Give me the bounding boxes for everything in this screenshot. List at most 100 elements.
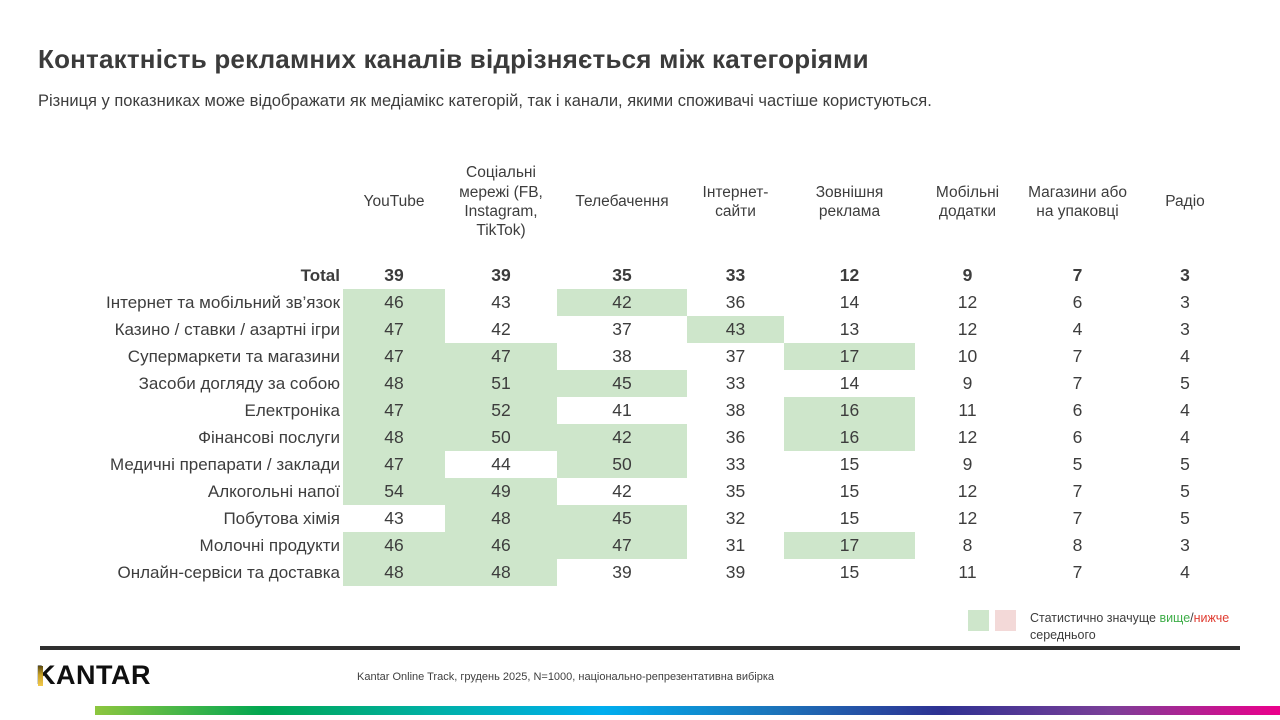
kantar-logo-text: KANTAR xyxy=(36,660,151,690)
value-cell: 50 xyxy=(445,424,557,451)
value-cell: 7 xyxy=(1072,373,1083,393)
legend-higher: вище xyxy=(1159,611,1191,625)
legend-prefix: Статистично значуще xyxy=(1030,611,1160,625)
row-label: Казино / ставки / азартні ігри xyxy=(114,320,340,339)
row-label: Онлайн-сервіси та доставка xyxy=(117,563,340,582)
value-cell: 5 xyxy=(1180,373,1190,393)
column-header: Телебачення xyxy=(575,193,669,211)
value-cell: 33 xyxy=(725,454,746,474)
table-row: Супермаркети та магазини 47 47 38 37 17 10 7 4 xyxy=(40,343,1235,370)
value-cell: 39 xyxy=(725,562,746,582)
value-cell: 7 xyxy=(1072,562,1083,582)
table-row: Інтернет та мобільний зв’язок 46 43 42 36 14 1… xyxy=(40,289,1235,316)
value-cell: 15 xyxy=(839,562,860,582)
value-cell: 15 xyxy=(839,481,860,501)
value-cell: 35 xyxy=(612,265,632,285)
value-cell: 38 xyxy=(612,346,632,366)
value-cell: 32 xyxy=(725,508,746,528)
value-cell: 4 xyxy=(1180,562,1190,582)
header-spacer xyxy=(40,152,343,252)
table-row: Медичні препарати / заклади 47 44 50 33 15 9 5 5 xyxy=(40,451,1235,478)
value-cell: 11 xyxy=(958,562,977,582)
row-label: Молочні продукти xyxy=(199,536,340,555)
value-cell: 48 xyxy=(343,424,445,451)
table-row: Казино / ставки / азартні ігри 47 42 37 43 13… xyxy=(40,316,1235,343)
value-cell: 7 xyxy=(1072,508,1083,528)
table-row: Молочні продукти 46 46 47 31 17 8 8 3 xyxy=(40,532,1235,559)
kantar-logo: KANTAR xyxy=(36,661,151,689)
row-label: Фінансові послуги xyxy=(198,428,340,447)
page-title: Контактність рекламних каналів відрізняє… xyxy=(38,44,869,74)
value-cell: 4 xyxy=(1180,346,1190,366)
value-cell: 47 xyxy=(343,397,445,424)
value-cell: 46 xyxy=(343,289,445,316)
value-cell: 12 xyxy=(957,319,978,339)
column-header: Мобільні додатки xyxy=(935,183,1000,220)
value-cell: 47 xyxy=(343,451,445,478)
value-cell: 48 xyxy=(445,559,557,586)
value-cell: 10 xyxy=(957,346,978,366)
row-label: Засоби догляду за собою xyxy=(138,374,340,393)
value-cell: 5 xyxy=(1180,481,1190,501)
value-cell: 42 xyxy=(557,424,687,451)
value-cell: 42 xyxy=(557,289,687,316)
table-row: Total 39 39 35 33 12 9 7 3 xyxy=(40,262,1235,289)
value-cell: 8 xyxy=(962,535,973,555)
value-cell: 7 xyxy=(1072,265,1083,285)
row-label: Електроніка xyxy=(244,401,340,420)
value-cell: 43 xyxy=(384,508,404,528)
value-cell: 42 xyxy=(491,319,511,339)
value-cell: 33 xyxy=(725,265,746,285)
value-cell: 8 xyxy=(1072,535,1083,555)
row-label: Побутова хімія xyxy=(223,509,340,528)
column-header: Зовнішня реклама xyxy=(815,183,884,220)
table-row: Засоби догляду за собою 48 51 45 33 14 9 7 5 xyxy=(40,370,1235,397)
value-cell: 11 xyxy=(958,400,977,420)
row-label: Супермаркети та магазини xyxy=(127,347,340,366)
value-cell: 17 xyxy=(784,343,915,370)
value-cell: 38 xyxy=(725,400,746,420)
value-cell: 14 xyxy=(839,292,860,312)
value-cell: 52 xyxy=(445,397,557,424)
value-cell: 12 xyxy=(957,292,978,312)
table-row: Побутова хімія 43 48 45 32 15 12 7 5 xyxy=(40,505,1235,532)
value-cell: 15 xyxy=(839,454,860,474)
value-cell: 37 xyxy=(612,319,632,339)
value-cell: 3 xyxy=(1180,265,1190,285)
value-cell: 12 xyxy=(839,265,860,285)
table-row: Фінансові послуги 48 50 42 36 16 12 6 4 xyxy=(40,424,1235,451)
value-cell: 39 xyxy=(491,265,511,285)
row-label: Алкогольні напої xyxy=(207,482,340,501)
value-cell: 41 xyxy=(612,400,632,420)
value-cell: 4 xyxy=(1180,427,1190,447)
legend-suffix: середнього xyxy=(1030,627,1096,642)
value-cell: 14 xyxy=(839,373,860,393)
table-row: Онлайн-сервіси та доставка 48 48 39 39 15 11 7 4 xyxy=(40,559,1235,586)
value-cell: 12 xyxy=(957,481,978,501)
value-cell: 44 xyxy=(491,454,511,474)
value-cell: 5 xyxy=(1072,454,1083,474)
value-cell: 3 xyxy=(1180,535,1190,555)
footer-divider xyxy=(40,646,1240,650)
column-header: Інтернет-сайти xyxy=(702,183,769,220)
value-cell: 39 xyxy=(384,265,404,285)
value-cell: 36 xyxy=(725,292,746,312)
value-cell: 4 xyxy=(1180,400,1190,420)
value-cell: 42 xyxy=(612,481,632,501)
value-cell: 48 xyxy=(445,505,557,532)
value-cell: 12 xyxy=(957,508,978,528)
value-cell: 39 xyxy=(612,562,632,582)
column-header: Соціальні мережі (FB, Instagram, TikTok) xyxy=(459,164,543,240)
lower-significance-swatch xyxy=(995,610,1016,631)
value-cell: 46 xyxy=(445,532,557,559)
value-cell: 37 xyxy=(725,346,746,366)
value-cell: 47 xyxy=(343,316,445,343)
legend-slash: / xyxy=(1190,611,1194,625)
value-cell: 45 xyxy=(557,370,687,397)
table-row: Електроніка 47 52 41 38 16 11 6 4 xyxy=(40,397,1235,424)
value-cell: 36 xyxy=(725,427,746,447)
value-cell: 16 xyxy=(784,424,915,451)
value-cell: 51 xyxy=(445,370,557,397)
row-label: Інтернет та мобільний зв’язок xyxy=(105,293,340,312)
